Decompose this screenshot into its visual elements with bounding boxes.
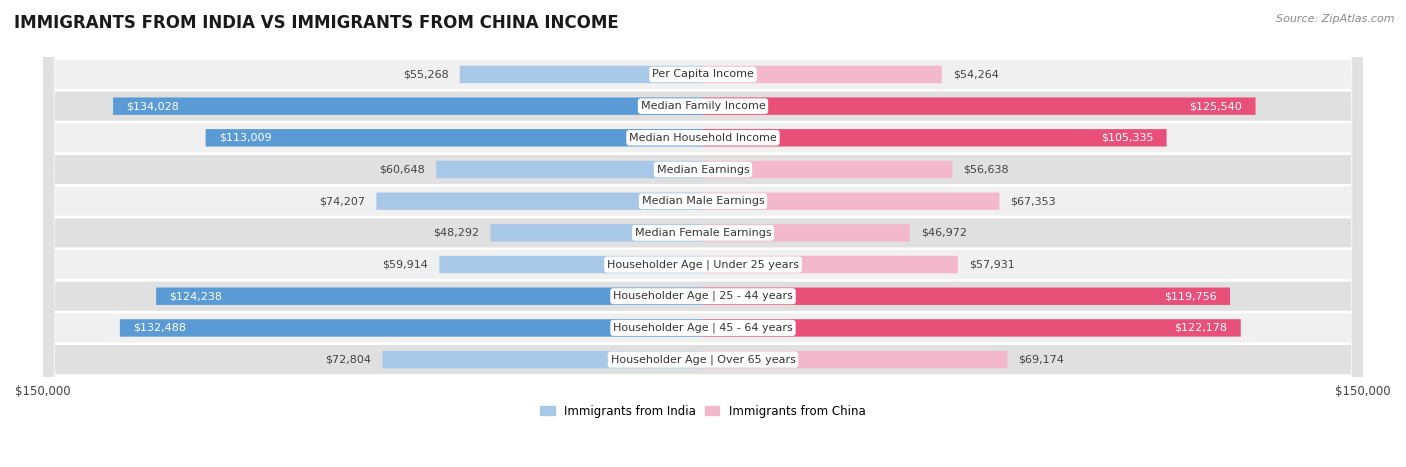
FancyBboxPatch shape bbox=[703, 256, 957, 273]
Text: $113,009: $113,009 bbox=[219, 133, 271, 143]
FancyBboxPatch shape bbox=[120, 319, 703, 337]
Text: $132,488: $132,488 bbox=[134, 323, 186, 333]
FancyBboxPatch shape bbox=[42, 0, 1364, 467]
FancyBboxPatch shape bbox=[42, 0, 1364, 467]
FancyBboxPatch shape bbox=[491, 224, 703, 241]
FancyBboxPatch shape bbox=[460, 66, 703, 83]
FancyBboxPatch shape bbox=[42, 0, 1364, 467]
Text: $69,174: $69,174 bbox=[1018, 354, 1064, 365]
Text: $67,353: $67,353 bbox=[1011, 196, 1056, 206]
Text: $48,292: $48,292 bbox=[433, 228, 479, 238]
Text: Median Earnings: Median Earnings bbox=[657, 164, 749, 175]
Text: $46,972: $46,972 bbox=[921, 228, 967, 238]
Text: IMMIGRANTS FROM INDIA VS IMMIGRANTS FROM CHINA INCOME: IMMIGRANTS FROM INDIA VS IMMIGRANTS FROM… bbox=[14, 14, 619, 32]
Text: Median Household Income: Median Household Income bbox=[628, 133, 778, 143]
FancyBboxPatch shape bbox=[703, 129, 1167, 147]
Text: $54,264: $54,264 bbox=[953, 70, 998, 79]
FancyBboxPatch shape bbox=[436, 161, 703, 178]
FancyBboxPatch shape bbox=[703, 224, 910, 241]
Text: Median Family Income: Median Family Income bbox=[641, 101, 765, 111]
Text: $74,207: $74,207 bbox=[319, 196, 366, 206]
FancyBboxPatch shape bbox=[42, 0, 1364, 467]
FancyBboxPatch shape bbox=[42, 0, 1364, 467]
Text: Median Male Earnings: Median Male Earnings bbox=[641, 196, 765, 206]
Text: $59,914: $59,914 bbox=[382, 260, 429, 269]
Text: $125,540: $125,540 bbox=[1189, 101, 1243, 111]
FancyBboxPatch shape bbox=[703, 98, 1256, 115]
Text: $60,648: $60,648 bbox=[380, 164, 425, 175]
FancyBboxPatch shape bbox=[703, 66, 942, 83]
FancyBboxPatch shape bbox=[439, 256, 703, 273]
Text: $124,238: $124,238 bbox=[169, 291, 222, 301]
FancyBboxPatch shape bbox=[42, 0, 1364, 467]
Text: $57,931: $57,931 bbox=[969, 260, 1015, 269]
FancyBboxPatch shape bbox=[703, 351, 1008, 368]
FancyBboxPatch shape bbox=[42, 0, 1364, 467]
Text: Householder Age | 45 - 64 years: Householder Age | 45 - 64 years bbox=[613, 323, 793, 333]
FancyBboxPatch shape bbox=[112, 98, 703, 115]
Text: Median Female Earnings: Median Female Earnings bbox=[634, 228, 772, 238]
Text: $56,638: $56,638 bbox=[963, 164, 1010, 175]
FancyBboxPatch shape bbox=[703, 192, 1000, 210]
Text: Per Capita Income: Per Capita Income bbox=[652, 70, 754, 79]
FancyBboxPatch shape bbox=[205, 129, 703, 147]
Text: $134,028: $134,028 bbox=[127, 101, 179, 111]
FancyBboxPatch shape bbox=[42, 0, 1364, 467]
FancyBboxPatch shape bbox=[42, 0, 1364, 467]
FancyBboxPatch shape bbox=[382, 351, 703, 368]
Text: Householder Age | 25 - 44 years: Householder Age | 25 - 44 years bbox=[613, 291, 793, 302]
Text: $105,335: $105,335 bbox=[1101, 133, 1153, 143]
Text: $72,804: $72,804 bbox=[326, 354, 371, 365]
Text: Householder Age | Under 25 years: Householder Age | Under 25 years bbox=[607, 259, 799, 270]
FancyBboxPatch shape bbox=[156, 288, 703, 305]
FancyBboxPatch shape bbox=[703, 319, 1240, 337]
Text: Source: ZipAtlas.com: Source: ZipAtlas.com bbox=[1277, 14, 1395, 24]
Text: $122,178: $122,178 bbox=[1174, 323, 1227, 333]
Text: $55,268: $55,268 bbox=[404, 70, 449, 79]
FancyBboxPatch shape bbox=[377, 192, 703, 210]
Legend: Immigrants from India, Immigrants from China: Immigrants from India, Immigrants from C… bbox=[536, 400, 870, 422]
FancyBboxPatch shape bbox=[703, 288, 1230, 305]
FancyBboxPatch shape bbox=[42, 0, 1364, 467]
Text: $119,756: $119,756 bbox=[1164, 291, 1216, 301]
FancyBboxPatch shape bbox=[703, 161, 952, 178]
Text: Householder Age | Over 65 years: Householder Age | Over 65 years bbox=[610, 354, 796, 365]
